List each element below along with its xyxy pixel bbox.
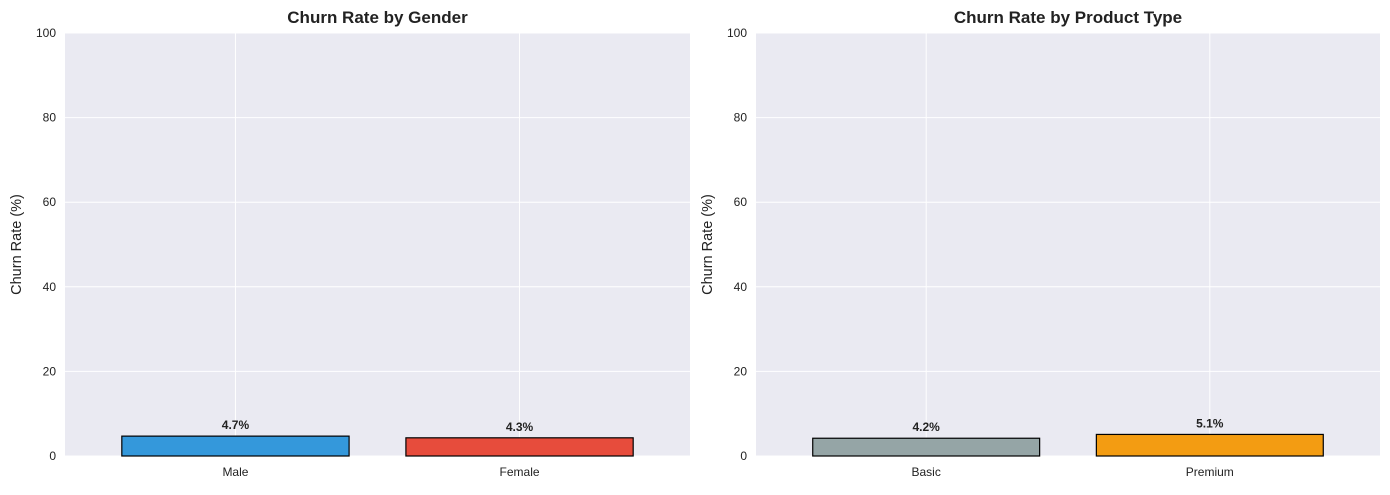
data-label-male: 4.7% (222, 418, 250, 432)
x-tick-label-male: Male (222, 465, 248, 479)
chart-gender-panel: 0 20 40 60 80 100 4.7% Male 4.3% Female Churn Rate… (9, 8, 690, 479)
plot-area (756, 33, 1380, 456)
plot-area (65, 33, 690, 456)
y-tick-label: 0 (49, 449, 56, 463)
y-tick-label: 40 (43, 280, 57, 294)
y-tick-label: 60 (43, 195, 57, 209)
y-tick-label: 20 (43, 364, 57, 378)
y-tick-label: 80 (43, 111, 57, 125)
y-tick-label: 40 (734, 280, 748, 294)
bar-basic (812, 437, 1041, 457)
bar-premium (1095, 433, 1324, 457)
x-tick-label-basic: Basic (912, 465, 941, 479)
data-label-female: 4.3% (506, 420, 534, 434)
bar-female (405, 437, 634, 457)
chart-title: Churn Rate by Gender (287, 8, 468, 27)
x-tick-label-premium: Premium (1186, 465, 1234, 479)
data-label-basic: 4.2% (913, 420, 941, 434)
bar-male (121, 435, 350, 457)
chart-product-panel: 0 20 40 60 80 100 4.2% Basic 5.1% Premium Churn Ra… (700, 8, 1380, 479)
y-tick-label: 0 (740, 449, 747, 463)
chart-title: Churn Rate by Product Type (954, 8, 1182, 27)
y-tick-label: 60 (734, 195, 748, 209)
x-tick-label-female: Female (500, 465, 540, 479)
y-tick-label: 100 (727, 26, 747, 40)
data-label-premium: 5.1% (1196, 416, 1224, 430)
y-tick-label: 20 (734, 364, 748, 378)
y-tick-label: 80 (734, 111, 748, 125)
y-axis-label: Churn Rate (%) (9, 194, 25, 295)
y-axis-label: Churn Rate (%) (700, 194, 716, 295)
y-tick-label: 100 (36, 26, 56, 40)
